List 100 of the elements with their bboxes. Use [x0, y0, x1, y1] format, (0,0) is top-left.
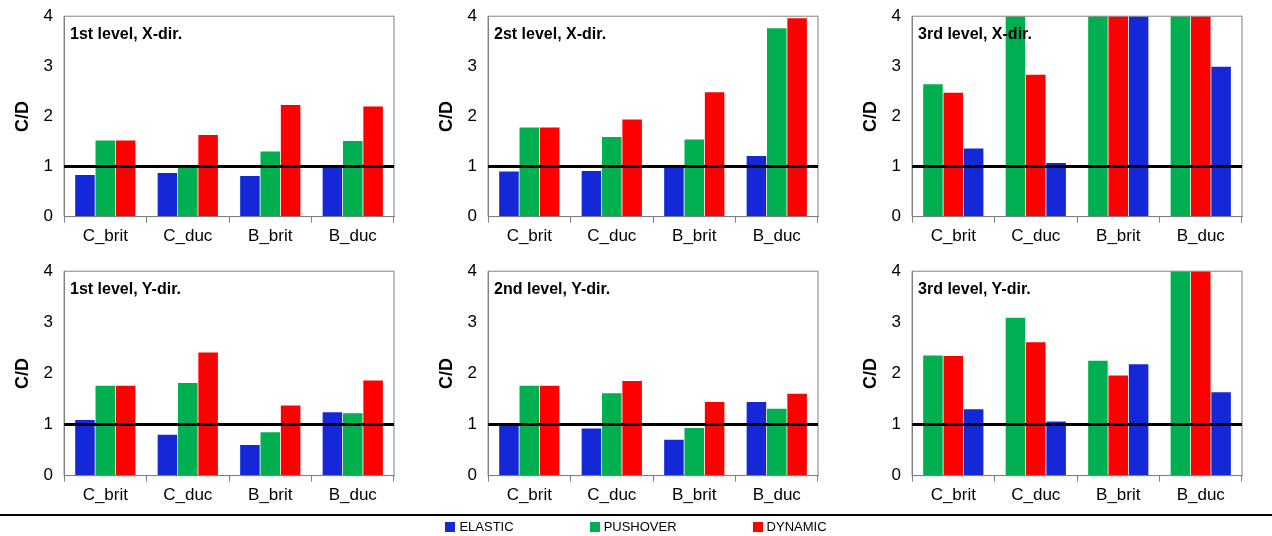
bar: [1128, 16, 1149, 217]
bar: [75, 419, 95, 476]
y-tick-label: 1: [891, 156, 902, 176]
y-tick-label: 4: [467, 260, 478, 280]
bar: [1170, 271, 1191, 476]
x-tick-label: C_duc: [163, 226, 213, 246]
bar: [539, 385, 560, 476]
bar: [963, 409, 984, 476]
y-tick-label: 0: [467, 465, 478, 485]
x-tick-label: C_duc: [587, 485, 637, 505]
bar: [664, 439, 684, 476]
y-axis-title: C/D: [435, 100, 456, 132]
x-tick-label: B_brit: [672, 226, 717, 246]
y-tick-label: 1: [891, 414, 902, 434]
bar: [499, 425, 519, 476]
bar: [115, 385, 136, 476]
y-tick-label: 3: [43, 55, 54, 75]
bar: [1190, 16, 1211, 217]
x-tick-label: C_duc: [587, 226, 637, 246]
bar: [1211, 66, 1231, 217]
y-tick-label: 2: [891, 363, 902, 383]
y-axis-title: C/D: [859, 100, 880, 132]
x-tick-label: C_brit: [506, 485, 553, 505]
bar: [342, 140, 363, 217]
bar: [1088, 16, 1108, 217]
y-axis-title: C/D: [435, 357, 456, 389]
bar: [499, 171, 519, 217]
bar: [1088, 360, 1108, 476]
y-tick-label: 1: [467, 156, 478, 176]
y-tick-label: 4: [43, 260, 54, 280]
bar: [1190, 271, 1211, 476]
x-tick-label: B_brit: [248, 226, 293, 246]
bar: [1046, 421, 1066, 476]
x-tick-label: B_duc: [328, 226, 378, 246]
y-tick-label: 4: [891, 260, 902, 280]
bar: [787, 18, 807, 217]
bar: [178, 166, 198, 217]
y-tick-label: 2: [467, 363, 478, 383]
bar: [1026, 74, 1046, 217]
x-tick-label: C_duc: [1011, 226, 1061, 246]
x-tick-label: B_brit: [248, 485, 293, 505]
bar: [766, 408, 787, 476]
y-tick-label: 2: [467, 106, 478, 126]
bar: [198, 134, 218, 217]
bar: [963, 148, 984, 217]
y-tick-label: 3: [43, 311, 54, 331]
y-axis-title: C/D: [859, 357, 880, 389]
bar: [664, 168, 684, 217]
y-tick-label: 2: [43, 106, 54, 126]
bar: [943, 356, 964, 476]
bar: [1170, 16, 1191, 217]
bar: [704, 92, 725, 217]
y-axis-title: C/D: [11, 100, 32, 132]
x-tick-label: C_brit: [930, 485, 977, 505]
y-tick-label: 4: [891, 5, 902, 25]
bar: [581, 171, 602, 217]
y-tick-label: 1: [43, 414, 54, 434]
y-tick-label: 0: [467, 206, 478, 226]
text: 1st level, X-dir.: [70, 24, 183, 42]
bar: [363, 380, 383, 476]
bar: [95, 140, 116, 217]
bar: [75, 175, 95, 217]
y-tick-label: 0: [891, 206, 902, 226]
bar: [766, 28, 787, 217]
bar: [240, 176, 260, 217]
y-tick-label: 2: [43, 363, 54, 383]
x-tick-label: B_duc: [752, 226, 802, 246]
x-tick-label: C_duc: [163, 485, 213, 505]
x-tick-label: C_brit: [506, 226, 553, 246]
bar: [539, 127, 560, 217]
bar: [622, 381, 642, 476]
bar: [943, 92, 964, 217]
y-axis-title: C/D: [11, 357, 32, 389]
bar: [746, 155, 767, 217]
bar: [342, 413, 363, 476]
x-tick-label: B_duc: [1176, 485, 1226, 505]
text: 3rd level, Y-dir.: [918, 279, 1031, 297]
bar: [519, 127, 540, 217]
y-tick-label: 4: [467, 5, 478, 25]
y-tick-label: 3: [467, 55, 478, 75]
bar: [1005, 317, 1026, 476]
bar: [95, 385, 116, 476]
bar: [746, 402, 767, 476]
bar: [519, 385, 540, 476]
bar: [178, 383, 198, 476]
bar: [1108, 375, 1129, 476]
x-tick-label: C_brit: [930, 226, 977, 246]
bar: [280, 405, 301, 476]
x-tick-label: B_duc: [752, 485, 802, 505]
x-tick-label: C_duc: [1011, 485, 1061, 505]
legend-label: DYNAMIC: [766, 519, 827, 534]
bar: [602, 393, 622, 476]
x-tick-label: B_brit: [1096, 226, 1141, 246]
bar: [1211, 392, 1231, 476]
bar: [157, 173, 178, 217]
y-tick-label: 2: [891, 106, 902, 126]
bar: [363, 106, 383, 217]
bar: [787, 393, 807, 476]
y-tick-label: 1: [43, 156, 54, 176]
bar: [581, 428, 602, 476]
